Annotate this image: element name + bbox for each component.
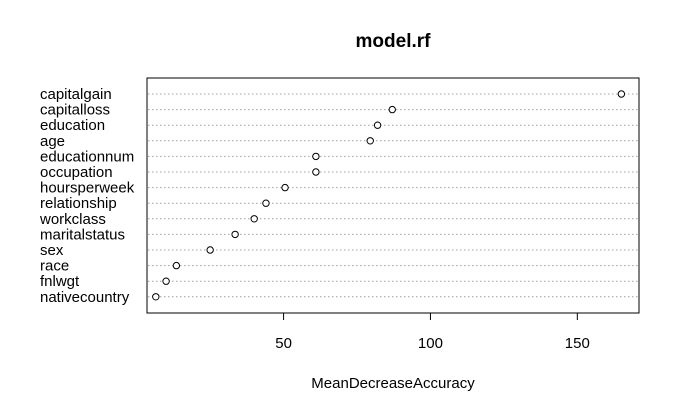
category-label-fnlwgt: fnlwgt <box>40 273 80 290</box>
category-label-education: education <box>40 117 105 134</box>
data-point-maritalstatus <box>231 230 239 239</box>
category-labels: capitalgaincapitallosseducationageeducat… <box>39 86 135 306</box>
category-label-capitalloss: capitalloss <box>40 102 110 119</box>
data-point-fnlwgt <box>162 277 170 285</box>
data-point-capitalgain <box>617 90 626 98</box>
category-label-age: age <box>40 133 65 150</box>
x-tick-label-100: 100 <box>418 335 443 352</box>
category-label-maritalstatus: maritalstatus <box>40 226 125 243</box>
data-point-relationship <box>262 199 270 207</box>
data-point-race <box>172 261 181 270</box>
x-tick-label-150: 150 <box>565 335 590 352</box>
data-point-hoursperweek <box>281 183 289 192</box>
x-axis: 50 100 150 <box>275 312 590 352</box>
data-point-workclass <box>250 215 258 223</box>
category-label-workclass: workclass <box>39 211 106 228</box>
category-label-race: race <box>40 258 69 275</box>
data-point-age <box>366 137 374 145</box>
data-points <box>152 90 626 301</box>
guide-lines <box>148 93 638 298</box>
category-label-capitalgain: capitalgain <box>40 86 112 103</box>
data-point-educationnum <box>312 152 320 161</box>
data-point-sex <box>206 246 214 254</box>
x-tick-label-50: 50 <box>275 335 292 352</box>
category-label-nativecountry: nativecountry <box>40 289 130 306</box>
x-axis-label: MeanDecreaseAccuracy <box>311 375 475 392</box>
plot-frame <box>146 77 640 314</box>
category-label-educationnum: educationnum <box>40 148 134 165</box>
data-point-occupation <box>312 168 320 176</box>
category-label-sex: sex <box>40 242 64 259</box>
category-label-hoursperweek: hoursperweek <box>40 180 135 197</box>
category-label-relationship: relationship <box>40 195 117 212</box>
data-point-nativecountry <box>152 293 160 301</box>
chart-title: model.rf <box>356 31 432 52</box>
category-label-occupation: occupation <box>40 164 113 181</box>
data-point-capitalloss <box>388 105 396 114</box>
data-point-education <box>373 121 382 129</box>
